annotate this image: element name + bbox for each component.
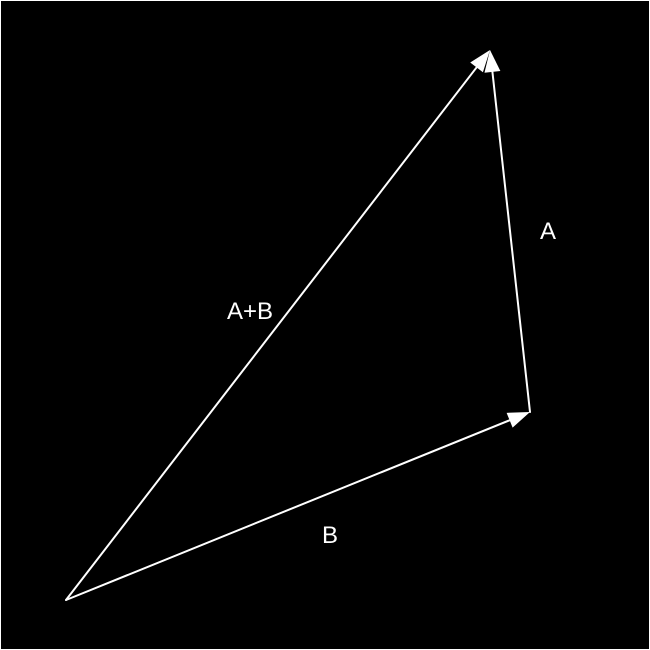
diagram-stage: B A A+B	[0, 0, 650, 650]
vector-label-a: A	[540, 218, 556, 246]
vector-label-b: B	[322, 522, 338, 550]
vector-label-apb: A+B	[227, 298, 273, 326]
vector-diagram-svg	[0, 0, 650, 650]
